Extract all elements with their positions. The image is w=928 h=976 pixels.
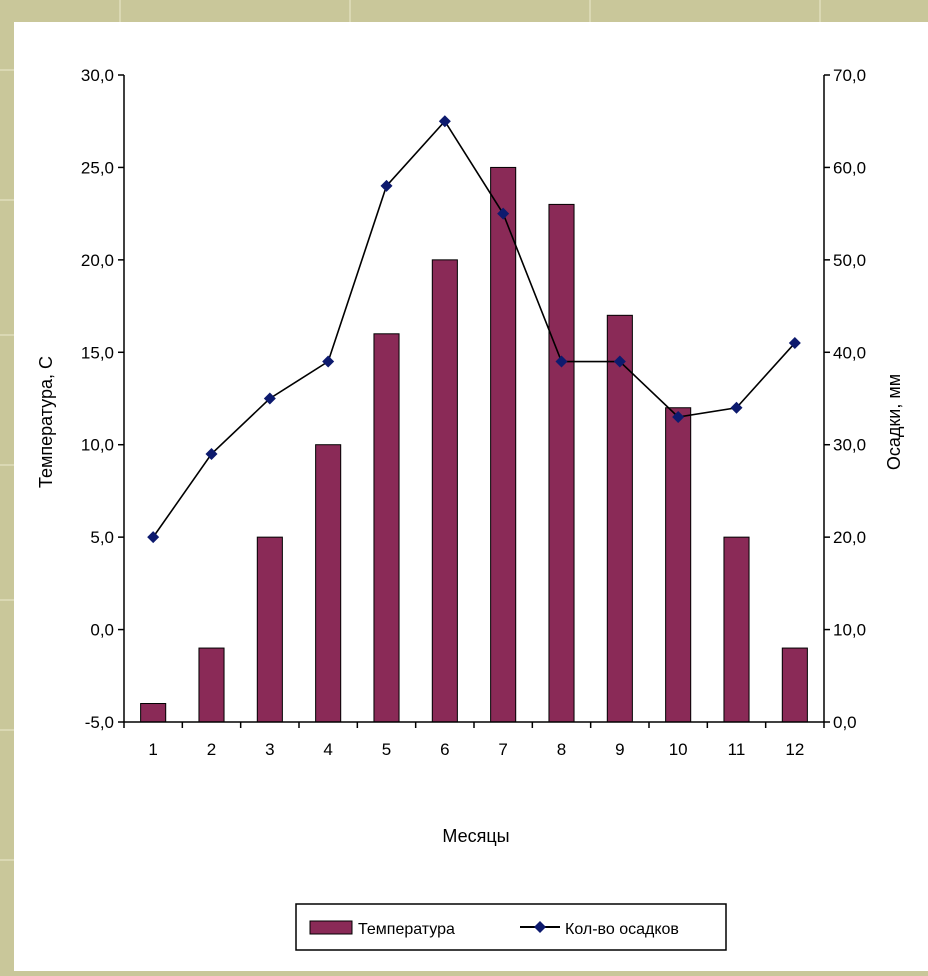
chart-panel: -5,0 0,0 5,0 10,0 15,0 20,0 25,0 30,0 0,0 10,0 20,… [14,22,928,971]
precipitation-point-6 [438,115,451,128]
bar-month-3 [256,536,283,723]
x-axis-title: Месяцы [442,826,509,846]
y-axis-title: Температура, С [36,356,56,488]
y-tick-label-right: 0,0 [833,713,857,732]
x-tick-label: 2 [207,740,216,759]
bar-month-1 [140,703,167,723]
x-tick-label: 6 [440,740,449,759]
x-tick-label: 10 [669,740,688,759]
legend-label-temperature: Температура [358,921,455,938]
y-tick-label-left: 15,0 [81,343,114,362]
x-tick-label: 9 [615,740,624,759]
precipitation-line [152,119,796,538]
precipitation-point-12 [788,337,801,350]
x-tick-label: 12 [785,740,804,759]
y-tick-label-left: 30,0 [81,66,114,85]
y-tick-label-right: 50,0 [833,251,866,270]
bar-month-12 [781,647,808,723]
y-tick-label-right: 70,0 [833,66,866,85]
legend: Температура Кол-во осадков [295,903,727,951]
precipitation-point-1 [147,531,160,544]
y-tick-label-left: 10,0 [81,436,114,455]
bar-month-10 [665,407,692,723]
y-tick-label-right: 60,0 [833,158,866,177]
x-tick-label: 4 [323,740,332,759]
precipitation-point-9 [613,355,626,368]
y-tick-label-right: 20,0 [833,528,866,547]
bar-month-2 [198,647,225,723]
y-tick-label-left: 25,0 [81,158,114,177]
bar-month-5 [373,333,400,723]
precipitation-point-4 [322,355,335,368]
bar-month-6 [431,259,458,723]
precipitation-point-10 [672,410,685,423]
precipitation-point-11 [730,401,743,414]
legend-marker-icon [534,921,546,933]
bar-month-8 [548,203,575,723]
precipitation-point-7 [497,207,510,220]
x-tick-label: 1 [148,740,157,759]
bar-month-9 [606,314,633,723]
precipitation-point-5 [380,179,393,192]
y-tick-label-right: 40,0 [833,343,866,362]
legend-bar-swatch [309,920,353,935]
x-tick-label: 3 [265,740,274,759]
chart: -5,0 0,0 5,0 10,0 15,0 20,0 25,0 30,0 0,0 10,0 20,… [36,66,904,951]
y-tick-label-left: -5,0 [85,713,114,732]
bar-month-4 [315,444,342,723]
x-tick-label: 5 [382,740,391,759]
precipitation-point-8 [555,355,568,368]
x-tick-label: 8 [557,740,566,759]
legend-label-precipitation: Кол-во осадков [565,921,679,938]
y-tick-label-right: 10,0 [833,621,866,640]
bar-month-7 [490,166,517,723]
legend-box [295,903,727,951]
y-tick-label-right: 30,0 [833,436,866,455]
x-tick-label: 11 [728,740,746,759]
y-tick-label-left: 0,0 [90,621,114,640]
y-tick-label-left: 20,0 [81,251,114,270]
x-tick-label: 7 [498,740,507,759]
precipitation-point-2 [205,447,218,460]
y-tick-label-left: 5,0 [90,528,114,547]
bar-month-11 [723,536,750,723]
precipitation-point-3 [263,392,276,405]
y-axis-right-title: Осадки, мм [884,374,904,470]
